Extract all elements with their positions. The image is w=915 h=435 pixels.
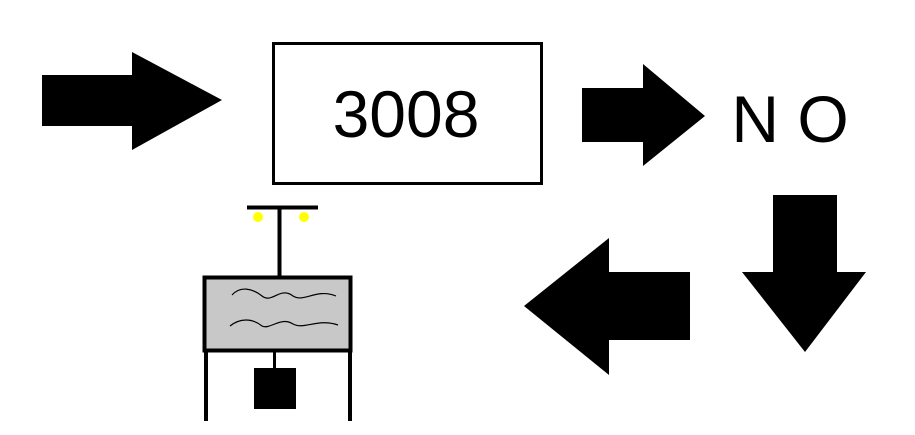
decision-arrow-icon: [582, 64, 705, 166]
water-tank-icon: [202, 205, 353, 421]
lamp-left-icon: [253, 212, 263, 222]
tank-body: [202, 275, 353, 353]
wave-line-top: [231, 288, 337, 299]
value-box-label: 3008: [333, 77, 480, 151]
lamp-right-icon: [299, 212, 309, 222]
value-box: 3008: [272, 42, 543, 185]
value-box-border: [272, 42, 543, 185]
tank-weight: [254, 368, 296, 409]
back-arrow-icon: [524, 238, 690, 375]
input-arrow-icon: [42, 52, 222, 150]
down-arrow-icon: [742, 195, 866, 352]
wave-line-bottom: [229, 319, 339, 328]
decision-label: N O: [731, 82, 848, 156]
